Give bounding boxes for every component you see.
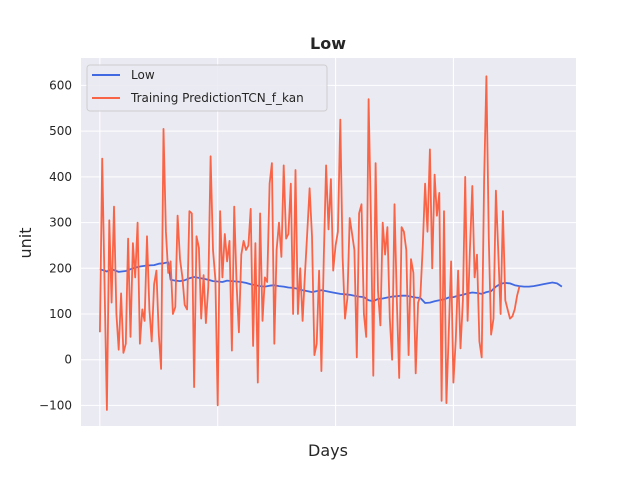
y-tick-label: −100 <box>39 398 72 412</box>
y-tick-label: 600 <box>49 78 72 92</box>
series-lines <box>99 75 563 411</box>
y-tick-label: 200 <box>49 261 72 275</box>
x-axis-label: Days <box>308 441 348 460</box>
y-axis-label: unit <box>16 228 35 259</box>
plot-background <box>81 58 576 426</box>
y-tick-label: 100 <box>49 307 72 321</box>
chart-title: Low <box>310 34 346 53</box>
y-tick-label: 500 <box>49 124 72 138</box>
legend-box <box>86 64 328 112</box>
legend-label-low: Low <box>131 68 155 82</box>
legend-label-prediction: Training PredictionTCN_f_kan <box>130 91 304 105</box>
y-tick-label: 400 <box>49 170 72 184</box>
y-tick-labels: −100 0 100 200 300 400 500 600 <box>39 78 72 412</box>
series-line-prediction <box>99 75 521 411</box>
y-tick-label: 0 <box>64 353 72 367</box>
y-tick-label: 300 <box>49 216 72 230</box>
legend: Low Training PredictionTCN_f_kan <box>86 64 328 112</box>
